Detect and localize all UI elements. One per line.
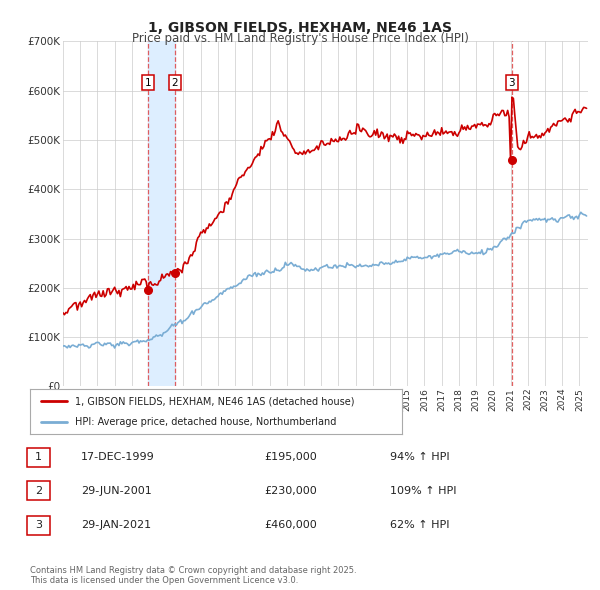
Text: £460,000: £460,000 (264, 520, 317, 530)
Text: 1, GIBSON FIELDS, HEXHAM, NE46 1AS (detached house): 1, GIBSON FIELDS, HEXHAM, NE46 1AS (deta… (74, 396, 354, 407)
Text: 29-JAN-2021: 29-JAN-2021 (81, 520, 151, 530)
Text: HPI: Average price, detached house, Northumberland: HPI: Average price, detached house, Nort… (74, 417, 336, 427)
Text: 29-JUN-2001: 29-JUN-2001 (81, 486, 152, 496)
Text: 1: 1 (145, 78, 152, 88)
Text: 17-DEC-1999: 17-DEC-1999 (81, 453, 155, 462)
Text: 2: 2 (172, 78, 178, 88)
Text: Price paid vs. HM Land Registry's House Price Index (HPI): Price paid vs. HM Land Registry's House … (131, 32, 469, 45)
Text: 3: 3 (35, 520, 42, 530)
Bar (148, 41, 175, 386)
Text: Contains HM Land Registry data © Crown copyright and database right 2025.
This d: Contains HM Land Registry data © Crown c… (30, 566, 356, 585)
Text: 1, GIBSON FIELDS, HEXHAM, NE46 1AS: 1, GIBSON FIELDS, HEXHAM, NE46 1AS (148, 21, 452, 35)
Text: 2: 2 (35, 486, 42, 496)
Text: £195,000: £195,000 (264, 453, 317, 462)
Text: 109% ↑ HPI: 109% ↑ HPI (390, 486, 457, 496)
Text: 3: 3 (509, 78, 515, 88)
Text: 94% ↑ HPI: 94% ↑ HPI (390, 453, 449, 462)
Text: 1: 1 (35, 453, 42, 462)
Text: £230,000: £230,000 (264, 486, 317, 496)
Text: 62% ↑ HPI: 62% ↑ HPI (390, 520, 449, 530)
